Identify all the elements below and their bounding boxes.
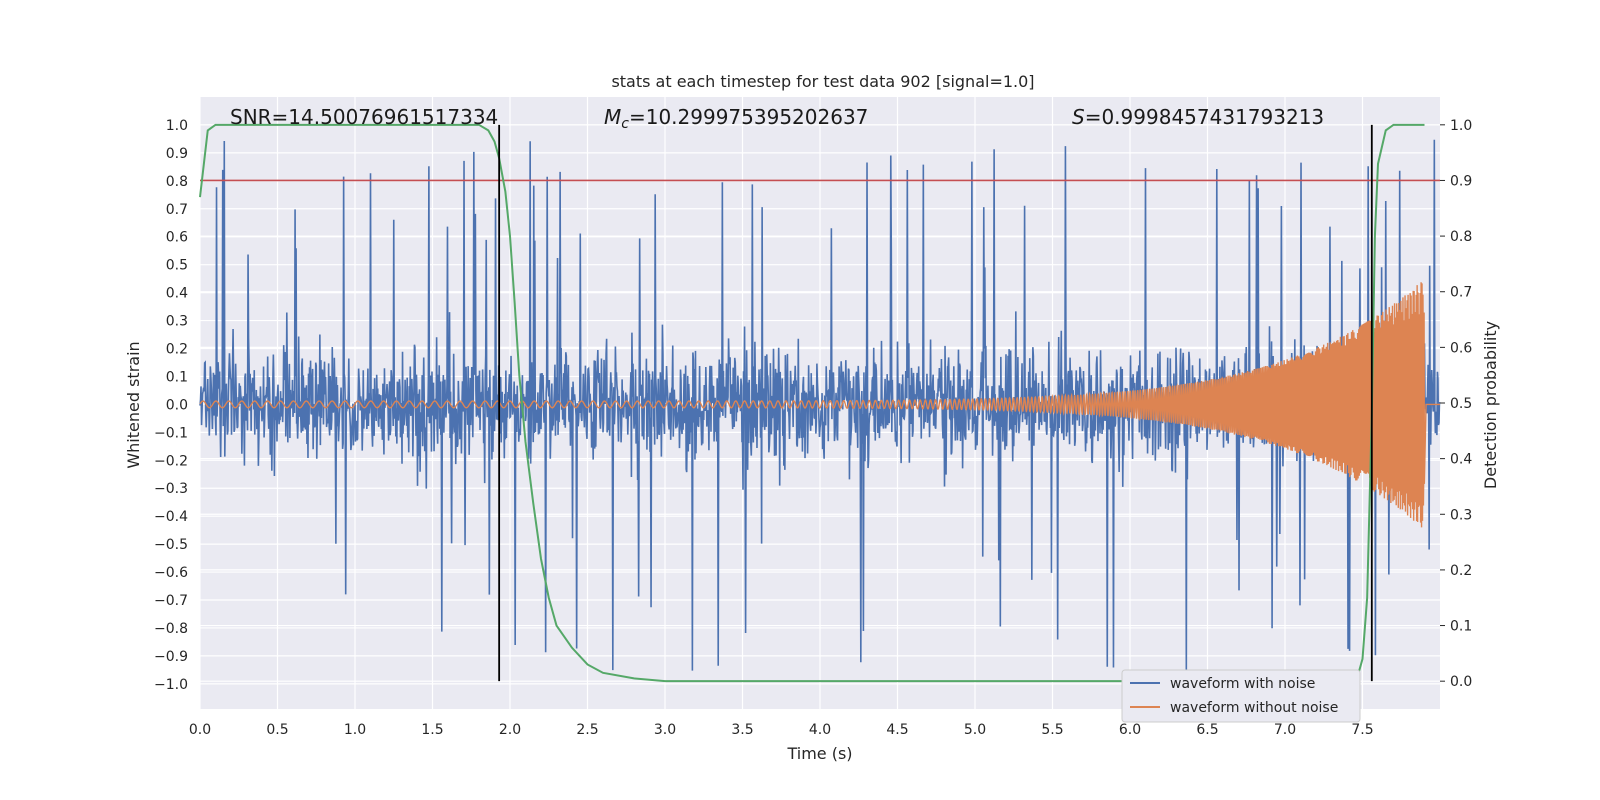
legend: waveform with noise waveform without noi… [1121, 669, 1361, 723]
right-tick-label: 0.0 [1450, 674, 1472, 690]
right-tick-label: 0.4 [1450, 452, 1472, 468]
x-tick-label: 5.5 [1041, 722, 1063, 738]
chirp-mass-subscript: c [621, 116, 629, 132]
right-tick-label: 0.6 [1450, 340, 1472, 356]
s-annotation: S=0.9998457431793213 [1072, 105, 1324, 129]
y-tick-label: −0.7 [154, 593, 188, 609]
x-tick-label: 0.0 [189, 722, 211, 738]
right-tick-label: 0.1 [1450, 619, 1472, 635]
y-tick-label: 0.7 [166, 202, 188, 218]
x-axis-label: Time (s) [786, 744, 852, 763]
y-tick-label: −0.4 [154, 509, 188, 525]
x-tick-label: 2.0 [499, 722, 521, 738]
y-tick-label: 0.3 [166, 314, 188, 330]
y-axis-ticks: 1.0 0.9 0.8 0.7 0.6 0.5 0.4 0.3 0.2 0.1 0.0 −0.1 −0.… [154, 118, 188, 693]
waveform-without-noise-line [199, 282, 1440, 528]
chart-title: stats at each timestep for test data 902… [611, 72, 1034, 91]
right-tick-label: 0.3 [1450, 507, 1472, 523]
y-tick-label: 0.5 [166, 258, 188, 274]
s-symbol: S [1072, 105, 1085, 129]
clean-trace [199, 282, 1440, 528]
chirp-mass-annotation: Mc=10.299975395202637 [604, 105, 868, 132]
y-axis-right-label: Detection probability [1481, 321, 1500, 489]
x-tick-label: 4.5 [886, 722, 908, 738]
legend-label-noise: waveform with noise [1170, 676, 1315, 692]
x-tick-label: 1.5 [421, 722, 443, 738]
chirp-mass-symbol: M [604, 105, 621, 129]
y-tick-label: 0.1 [166, 369, 188, 385]
legend-box [1121, 669, 1361, 723]
x-tick-label: 6.5 [1196, 722, 1218, 738]
y-tick-label: −0.6 [154, 565, 188, 581]
x-tick-label: 1.0 [344, 722, 366, 738]
vertical-markers [498, 124, 1373, 682]
y-tick-label: 0.2 [166, 342, 188, 358]
y-tick-label: −0.3 [154, 481, 188, 497]
chirp-mass-value: =10.299975395202637 [629, 105, 868, 129]
y-tick-label: 0.4 [166, 286, 188, 302]
y-axis-right-ticks: 1.0 0.9 0.8 0.7 0.6 0.5 0.4 0.3 0.2 0.1 0.0 [1440, 118, 1472, 690]
right-tick-label: 1.0 [1450, 118, 1472, 134]
snr-annotation: SNR=14.50076961517334 [230, 105, 498, 129]
y-tick-label: −0.5 [154, 537, 188, 553]
y-tick-label: 0.0 [166, 397, 188, 413]
x-tick-label: 6.0 [1119, 722, 1141, 738]
right-tick-label: 0.7 [1450, 285, 1472, 301]
x-tick-label: 7.5 [1351, 722, 1373, 738]
x-tick-label: 2.5 [576, 722, 598, 738]
right-tick-label: 0.8 [1450, 229, 1472, 245]
y-tick-label: 1.0 [166, 118, 188, 134]
y-tick-label: 0.9 [166, 146, 188, 162]
y-tick-label: −0.1 [154, 425, 188, 441]
y-tick-label: −0.9 [154, 649, 188, 665]
x-tick-label: 0.5 [266, 722, 288, 738]
legend-label-clean: waveform without noise [1170, 700, 1338, 716]
x-tick-label: 5.0 [964, 722, 986, 738]
right-tick-label: 0.9 [1450, 173, 1472, 189]
x-tick-label: 3.5 [731, 722, 753, 738]
x-tick-label: 7.0 [1274, 722, 1296, 738]
y-tick-label: 0.8 [166, 174, 188, 190]
x-axis-ticks: 0.0 0.5 1.0 1.5 2.0 2.5 3.0 3.5 4.0 4.5 5.0 5.5 6.0 6… [189, 722, 1374, 738]
s-value: =0.9998457431793213 [1085, 105, 1324, 129]
y-tick-label: −1.0 [154, 677, 188, 693]
y-axis-label: Whitened strain [124, 341, 143, 468]
y-tick-label: 0.6 [166, 230, 188, 246]
x-tick-label: 3.0 [654, 722, 676, 738]
right-tick-label: 0.2 [1450, 563, 1472, 579]
right-tick-label: 0.5 [1450, 396, 1472, 412]
x-tick-label: 4.0 [809, 722, 831, 738]
y-tick-label: −0.8 [154, 621, 188, 637]
y-tick-label: −0.2 [154, 453, 188, 469]
